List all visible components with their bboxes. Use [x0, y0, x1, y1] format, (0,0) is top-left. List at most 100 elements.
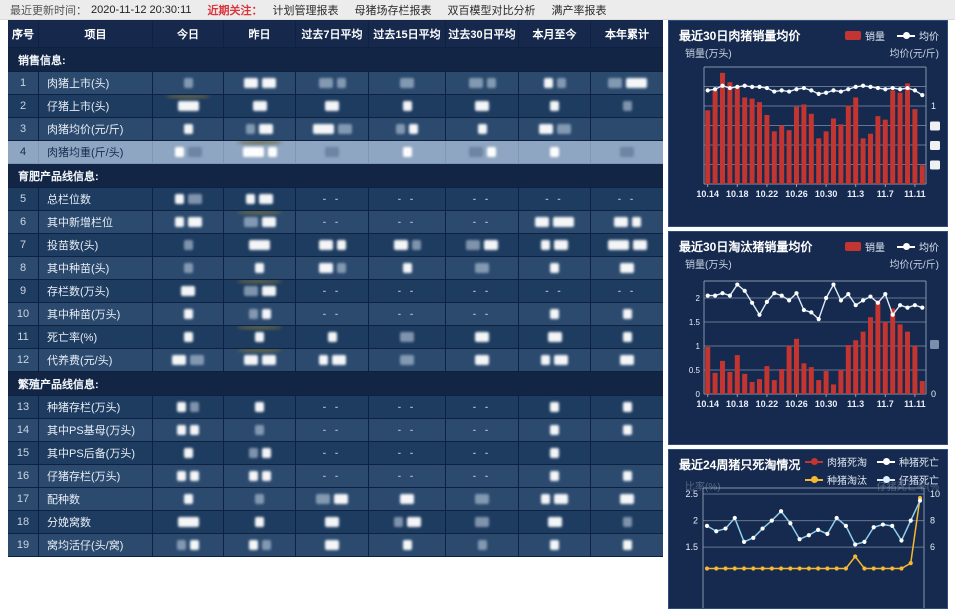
- table-row[interactable]: 9 存栏数(万头) - - - - - - - - - -: [8, 280, 663, 303]
- row-label: 肉猪均重(斤/头): [38, 141, 152, 164]
- data-cell: [223, 72, 295, 95]
- data-cell: [518, 488, 590, 511]
- table-row[interactable]: 2 仔猪上市(头): [8, 95, 663, 118]
- row-label: 其中新增栏位: [38, 211, 152, 234]
- redacted-value: [267, 147, 277, 157]
- table-row[interactable]: 10 其中种苗(万头) - - - - - -: [8, 303, 663, 326]
- data-cell: [590, 141, 663, 164]
- no-data-dash: - -: [322, 401, 342, 413]
- legend-item-销量[interactable]: 销量: [845, 239, 885, 254]
- redacted-value: [553, 217, 574, 227]
- legend-item-种猪死亡[interactable]: 种猪死亡: [877, 454, 939, 469]
- tab-sow-farm-report[interactable]: 母猪场存栏报表: [354, 4, 432, 17]
- table-row[interactable]: 7 投苗数(头): [8, 234, 663, 257]
- table-row[interactable]: 1 肉猪上市(头): [8, 72, 663, 95]
- no-data-dash: - -: [472, 308, 492, 320]
- legend-item-种猪淘汰[interactable]: 种猪淘汰: [805, 472, 867, 487]
- row-number: 16: [8, 465, 38, 488]
- table-row[interactable]: 4 肉猪均重(斤/头): [8, 141, 663, 164]
- tab-capacity-report[interactable]: 满产率报表: [551, 4, 607, 17]
- redacted-value: [252, 101, 267, 111]
- table-row[interactable]: 14 其中PS基母(万头) - - - - - -: [8, 419, 663, 442]
- data-cell: [152, 141, 223, 164]
- data-cell: [518, 118, 590, 141]
- table-row[interactable]: 5 总栏位数 - - - - - - - - - -: [8, 188, 663, 211]
- bar-swatch-icon: [845, 242, 861, 251]
- row-label: 配种数: [38, 488, 152, 511]
- redacted-value: [177, 471, 186, 481]
- line-dot-icon: [897, 32, 915, 39]
- data-cell: [368, 534, 445, 557]
- redacted-value: [554, 494, 568, 504]
- data-cell: [152, 488, 223, 511]
- redacted-value: [255, 332, 264, 342]
- table-row[interactable]: 8 其中种苗(头): [8, 257, 663, 280]
- redacted-value: [243, 355, 258, 365]
- row-number: 1: [8, 72, 38, 95]
- redacted-value: [261, 217, 276, 227]
- tab-plan-report[interactable]: 计划管理报表: [272, 4, 339, 17]
- redacted-value: [550, 448, 559, 458]
- top-status-bar: 最近更新时间： 2020-11-12 20:30:11 近期关注： 计划管理报表…: [0, 0, 955, 20]
- table-row[interactable]: 17 配种数: [8, 488, 663, 511]
- table-header-row: 序号 项目 今日 昨日 过去7日平均 过去15日平均 过去30日平均 本月至今 本年累计: [8, 20, 663, 48]
- chart-panels: 最近30日肉猪销量均价 销量 均价 销量(万头) 均价(元/斤) 1 10.14 10…: [668, 20, 948, 613]
- redacted-value: [261, 471, 271, 481]
- table-row[interactable]: 19 窝均活仔(头/窝): [8, 534, 663, 557]
- table-row[interactable]: 11 死亡率(%): [8, 326, 663, 349]
- data-cell: [590, 534, 663, 557]
- redacted-value: [550, 402, 559, 412]
- table-row[interactable]: 16 仔猪存栏(万头) - - - - - -: [8, 465, 663, 488]
- svg-text:11.7: 11.7: [877, 189, 894, 199]
- legend-item-肉猪死淘[interactable]: 肉猪死淘: [805, 454, 867, 469]
- data-cell: - -: [368, 188, 445, 211]
- row-number: 4: [8, 141, 38, 164]
- redacted-value: [543, 78, 553, 88]
- no-data-dash: - -: [397, 470, 417, 482]
- redacted-value: [187, 194, 202, 204]
- data-cell: [590, 72, 663, 95]
- data-cell: - -: [518, 188, 590, 211]
- no-data-dash: - -: [397, 447, 417, 459]
- redacted-value: [177, 517, 199, 527]
- redacted-value: [318, 78, 333, 88]
- table-row[interactable]: 15 其中PS后备(万头) - - - - - -: [8, 442, 663, 465]
- data-cell: - -: [445, 303, 518, 326]
- recent-focus-label: 近期关注：: [207, 4, 263, 17]
- line-dot-icon: [877, 476, 895, 483]
- row-number: 18: [8, 511, 38, 534]
- legend-item-仔猪死亡[interactable]: 仔猪死亡: [877, 472, 939, 487]
- redacted-value: [181, 286, 195, 296]
- data-cell: [223, 442, 295, 465]
- data-cell: [518, 419, 590, 442]
- table-row[interactable]: 3 肉猪均价(元/斤): [8, 118, 663, 141]
- svg-text:0: 0: [696, 390, 701, 399]
- table-row[interactable]: 6 其中新增栏位 - - - - - -: [8, 211, 663, 234]
- tab-model-compare[interactable]: 双百模型对比分析: [447, 4, 536, 17]
- table-row[interactable]: 12 代养费(元/头): [8, 349, 663, 372]
- redacted-value: [622, 332, 632, 342]
- panel-cull-sales-price: 最近30日淘汰猪销量均价 销量 均价 销量(万头) 均价(元/斤) 0 0.5 1 1.…: [668, 231, 948, 445]
- redacted-value: [183, 332, 193, 342]
- y-axis-label-left: 销量(万头): [685, 49, 732, 60]
- redacted-value: [242, 147, 264, 157]
- legend-item-销量[interactable]: 销量: [845, 28, 885, 43]
- data-cell: [223, 188, 295, 211]
- row-label: 种猪存栏(万头): [38, 396, 152, 419]
- redacted-value: [393, 240, 408, 250]
- redacted-value: [261, 355, 276, 365]
- table-row[interactable]: 13 种猪存栏(万头) - - - - - -: [8, 396, 663, 419]
- redacted-value: [547, 332, 562, 342]
- redacted-value: [541, 355, 550, 365]
- svg-text:0.5: 0.5: [689, 366, 701, 375]
- legend-item-均价[interactable]: 均价: [897, 28, 939, 43]
- redacted-value: [336, 240, 346, 250]
- legend-item-均价[interactable]: 均价: [897, 239, 939, 254]
- table-row[interactable]: 18 分娩窝数: [8, 511, 663, 534]
- redacted-value: [406, 517, 421, 527]
- no-data-dash: - -: [397, 193, 417, 205]
- data-cell: [295, 326, 368, 349]
- data-cell: [295, 72, 368, 95]
- data-cell: [368, 72, 445, 95]
- redacted-value: [622, 402, 632, 412]
